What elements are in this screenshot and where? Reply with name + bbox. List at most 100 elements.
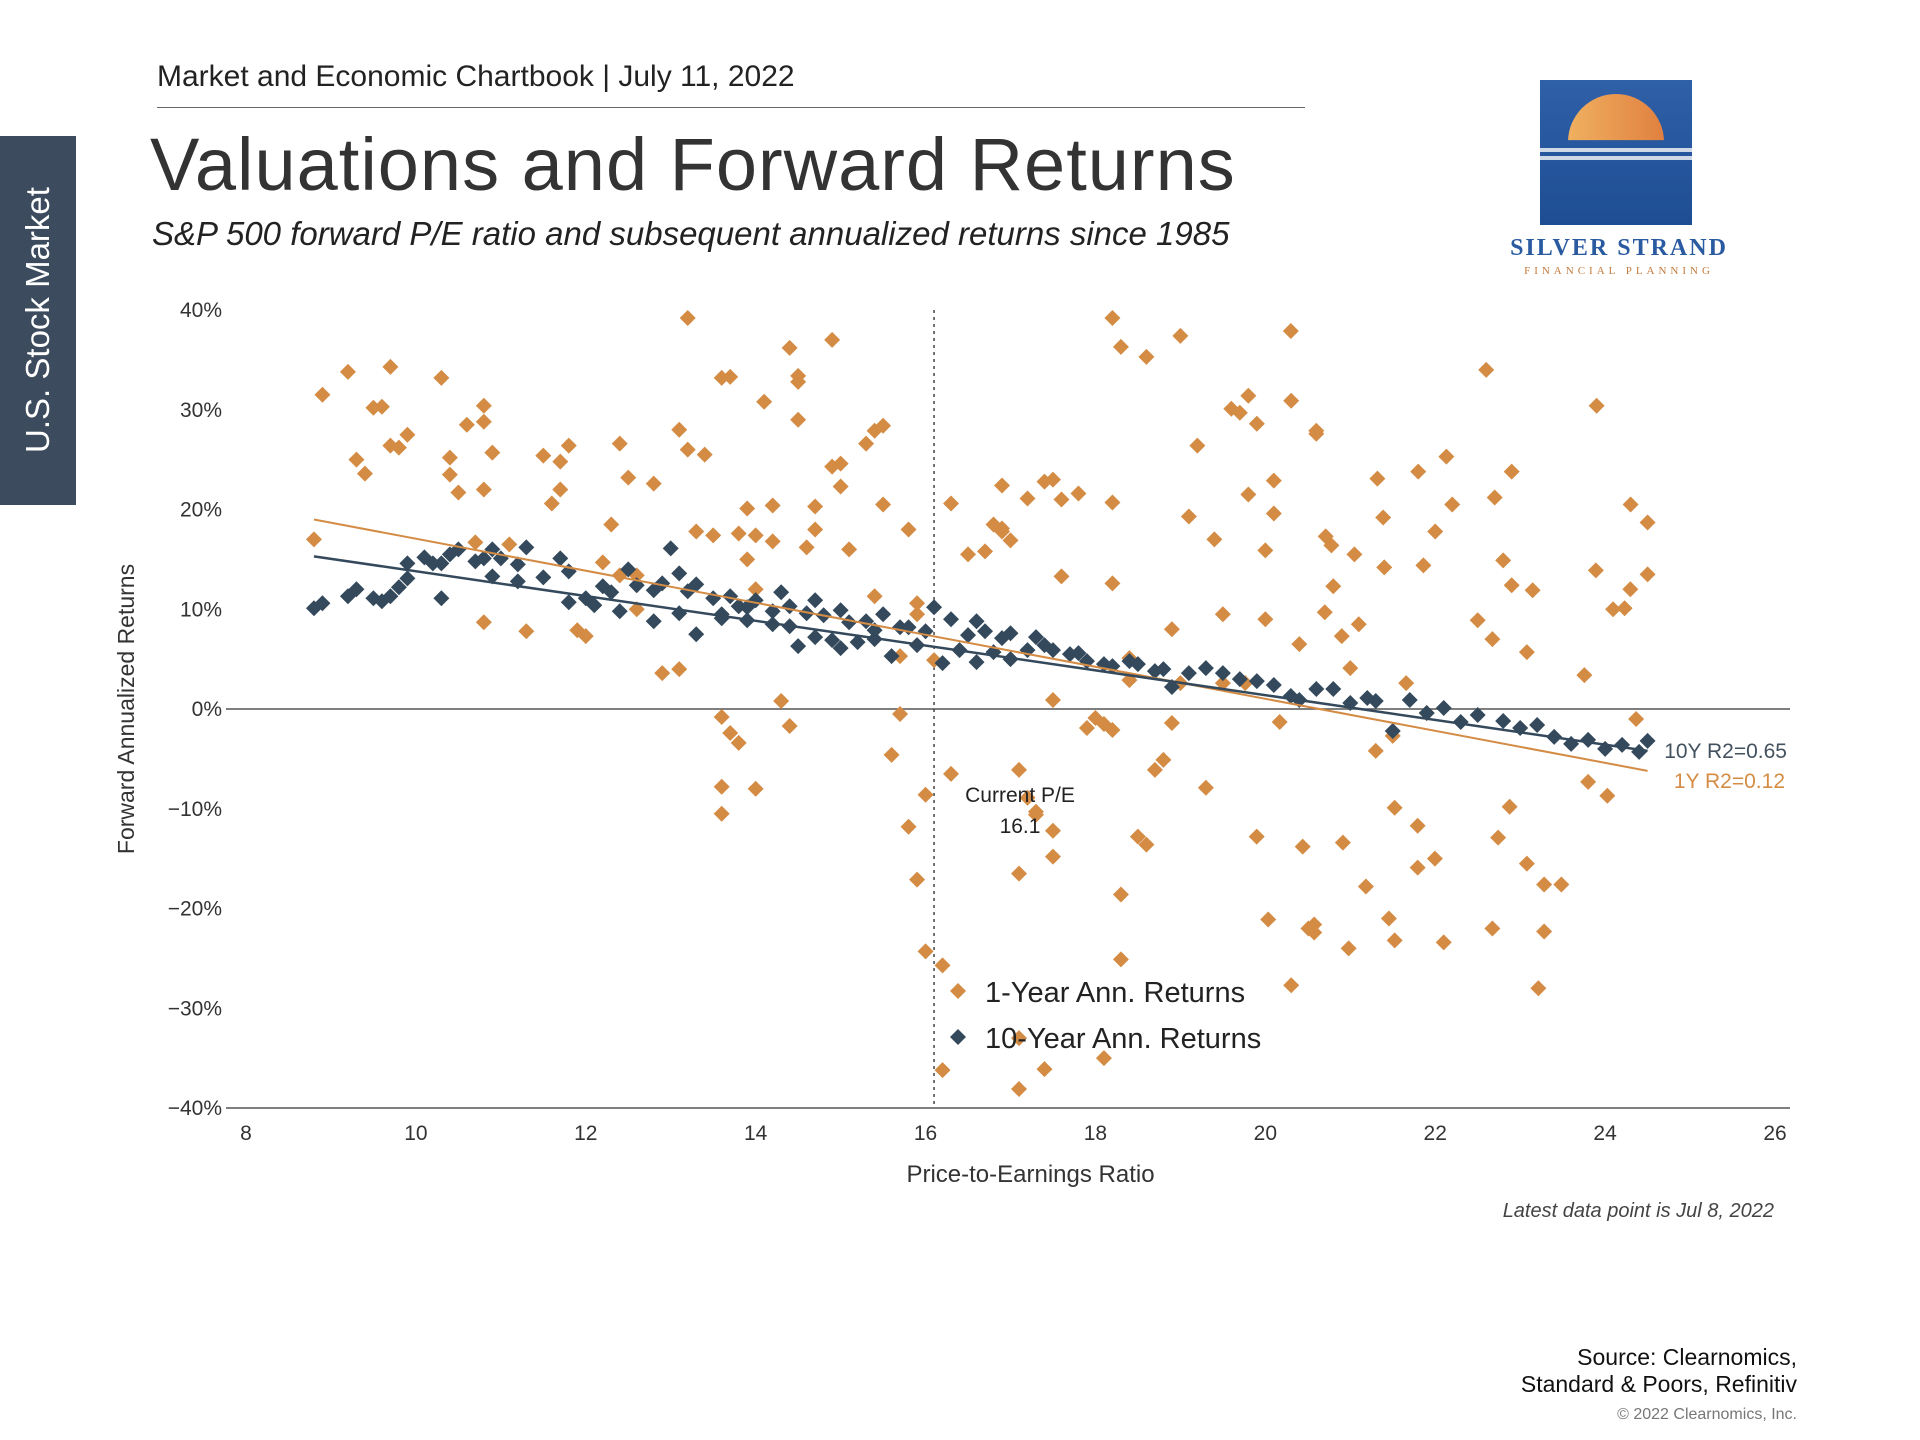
one-year-point bbox=[1138, 348, 1155, 365]
one-year-point bbox=[1146, 761, 1163, 778]
ten-year-point bbox=[390, 579, 407, 596]
one-year-point bbox=[1283, 977, 1300, 994]
one-year-point bbox=[620, 469, 637, 486]
ten-year-point bbox=[654, 575, 671, 592]
one-year-point bbox=[866, 588, 883, 605]
ten-year-point bbox=[688, 576, 705, 593]
ten-year-point bbox=[1529, 716, 1546, 733]
one-year-point bbox=[1536, 876, 1553, 893]
y-tick-label: −30% bbox=[168, 997, 222, 1020]
ten-year-point bbox=[1384, 722, 1401, 739]
one-year-point bbox=[603, 516, 620, 533]
copyright: © 2022 Clearnomics, Inc. bbox=[1617, 1406, 1797, 1423]
one-year-point bbox=[824, 331, 841, 348]
one-year-point bbox=[739, 551, 756, 568]
y-axis-label: Forward Annualized Returns bbox=[113, 564, 139, 854]
one-year-point bbox=[475, 413, 492, 430]
one-year-point bbox=[1325, 578, 1342, 595]
one-year-point bbox=[1283, 392, 1300, 409]
one-year-point bbox=[1163, 621, 1180, 638]
one-year-point bbox=[1095, 1050, 1112, 1067]
one-year-point bbox=[1231, 404, 1248, 421]
one-year-point bbox=[1605, 601, 1622, 618]
one-year-point bbox=[1044, 471, 1061, 488]
one-year-point bbox=[1486, 489, 1503, 506]
one-year-point bbox=[654, 665, 671, 682]
ten-year-point bbox=[611, 603, 628, 620]
logo-name: SILVER STRAND bbox=[1510, 235, 1728, 261]
one-year-point bbox=[1189, 437, 1206, 454]
one-year-point bbox=[875, 417, 892, 434]
ten-year-point bbox=[849, 634, 866, 651]
ten-year-point bbox=[773, 584, 790, 601]
one-year-point bbox=[1214, 675, 1231, 692]
one-year-point bbox=[764, 497, 781, 514]
y-tick-label: 20% bbox=[180, 499, 222, 522]
one-year-point bbox=[390, 439, 407, 456]
ten-year-point bbox=[977, 623, 994, 640]
one-year-point bbox=[1409, 817, 1426, 834]
ten-year-point bbox=[509, 573, 526, 590]
legend-ten-year-label: 10-Year Ann. Returns bbox=[985, 1023, 1261, 1055]
one-year-point bbox=[1294, 838, 1311, 855]
ten-year-point bbox=[968, 654, 985, 671]
ten-year-point bbox=[722, 588, 739, 605]
x-tick-label: 14 bbox=[744, 1122, 768, 1145]
one-year-point bbox=[960, 546, 977, 563]
one-year-point bbox=[1248, 415, 1265, 432]
one-year-point bbox=[909, 871, 926, 888]
ten-year-point bbox=[1197, 660, 1214, 677]
one-year-point bbox=[1369, 470, 1386, 487]
one-year-point bbox=[1367, 742, 1384, 759]
ten-year-point bbox=[620, 561, 637, 578]
ten-year-point bbox=[1214, 665, 1231, 682]
ten-year-point bbox=[662, 540, 679, 557]
one-year-point bbox=[798, 539, 815, 556]
one-year-point bbox=[1410, 463, 1427, 480]
one-year-point bbox=[1104, 494, 1121, 511]
one-year-point bbox=[892, 648, 909, 665]
one-year-point bbox=[977, 543, 994, 560]
ten-year-point bbox=[781, 598, 798, 615]
latest-data-note: Latest data point is Jul 8, 2022 bbox=[1502, 1200, 1774, 1222]
one-year-point bbox=[1010, 1081, 1027, 1098]
one-year-point bbox=[577, 628, 594, 645]
source-line-2: Standard & Poors, Refinitiv bbox=[1520, 1371, 1797, 1397]
one-year-point bbox=[305, 531, 322, 548]
one-year-point bbox=[594, 554, 611, 571]
one-year-point bbox=[934, 957, 951, 974]
source-line-1: Source: Clearnomics, bbox=[1577, 1344, 1797, 1370]
ten-year-point bbox=[688, 626, 705, 643]
one-year-point bbox=[1340, 940, 1357, 957]
one-year-point bbox=[1622, 581, 1639, 598]
x-tick-label: 12 bbox=[574, 1122, 597, 1145]
one-year-point bbox=[441, 466, 458, 483]
ten-year-point bbox=[586, 597, 603, 614]
ten-year-point bbox=[518, 539, 535, 556]
one-year-point bbox=[1104, 309, 1121, 326]
one-year-point bbox=[611, 435, 628, 452]
series-1-year bbox=[305, 309, 1656, 1098]
ten-year-point bbox=[433, 590, 450, 607]
y-tick-label: −20% bbox=[168, 898, 222, 921]
one-year-point bbox=[475, 481, 492, 498]
one-year-point bbox=[1495, 552, 1512, 569]
ten-year-point bbox=[433, 555, 450, 572]
ten-year-point bbox=[1639, 732, 1656, 749]
one-year-point bbox=[1036, 1061, 1053, 1078]
one-year-point bbox=[1530, 980, 1547, 997]
one-year-point bbox=[1112, 338, 1129, 355]
one-year-point bbox=[773, 693, 790, 710]
ten-year-point bbox=[1469, 706, 1486, 723]
one-year-point bbox=[1386, 799, 1403, 816]
one-year-point bbox=[1518, 855, 1535, 872]
ten-year-point bbox=[382, 588, 399, 605]
one-year-point bbox=[1306, 916, 1323, 933]
ten-year-point bbox=[399, 570, 416, 587]
ten-year-point bbox=[1265, 677, 1282, 694]
one-year-point bbox=[1053, 491, 1070, 508]
legend-ten-year-marker bbox=[950, 1029, 966, 1045]
one-year-point bbox=[1271, 713, 1288, 730]
ten-year-trendline bbox=[313, 555, 1648, 753]
series-10-year bbox=[305, 539, 1656, 760]
